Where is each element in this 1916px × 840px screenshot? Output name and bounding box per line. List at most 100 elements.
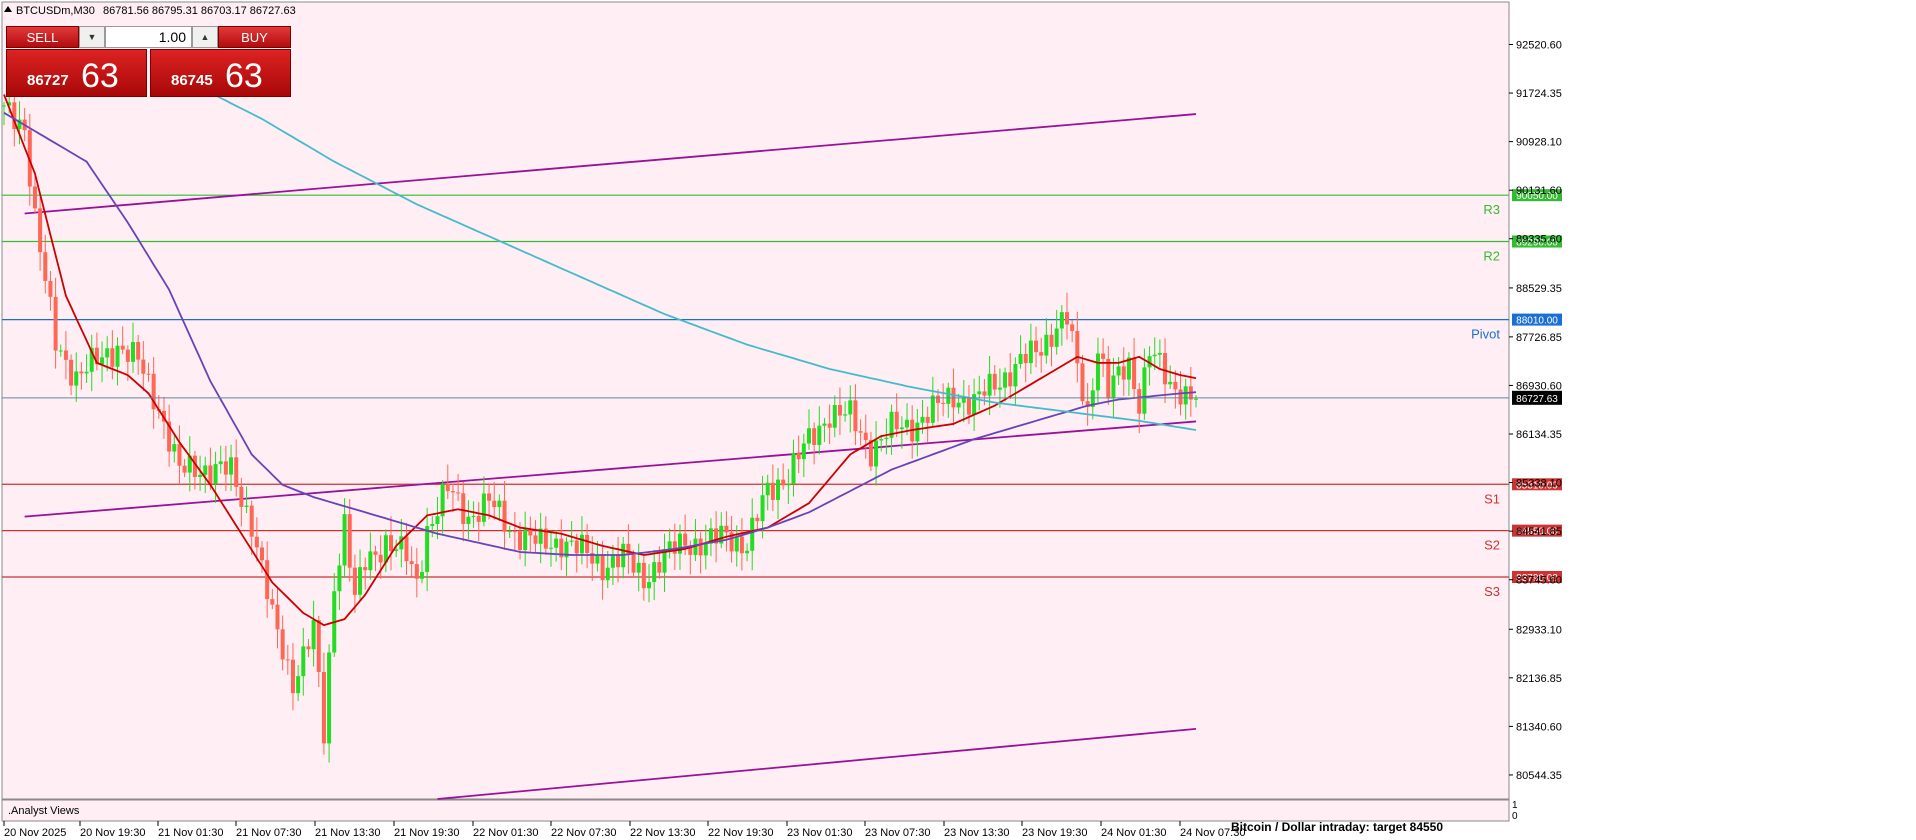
lot-increase-icon[interactable]: ▲ [192, 26, 218, 48]
candle-body [905, 419, 910, 428]
candle-body [884, 437, 889, 440]
candle-body [595, 555, 600, 564]
lot-decrease-icon[interactable]: ▼ [79, 26, 105, 48]
moving-averages [3, 81, 1197, 627]
candle-body [579, 534, 584, 554]
candle-body [574, 540, 579, 554]
candle-body [750, 517, 755, 551]
candle-body [997, 387, 1002, 390]
channel-line-1 [24, 113, 1197, 215]
candle-body [703, 543, 708, 556]
candle-body [84, 371, 89, 374]
time-axis-label: 20 Nov 2025 [4, 827, 66, 839]
moving-average-line-1 [3, 94, 1197, 627]
level-price-label-r3: 90050.00 [1516, 191, 1558, 202]
sell-button[interactable]: SELL [6, 26, 79, 48]
candle-body [1018, 353, 1023, 365]
candle-body [254, 536, 259, 548]
candle-body [32, 186, 37, 209]
candle-body [610, 555, 615, 568]
candle-body [285, 659, 290, 661]
plot-area[interactable] [1, 1, 1510, 800]
candle-body [507, 531, 512, 533]
candle-body [1044, 334, 1049, 356]
candle-body [724, 525, 729, 533]
candle-body [69, 359, 74, 386]
buy-price-button[interactable]: 86745 63 [150, 49, 291, 97]
candle-body [641, 562, 646, 589]
candle-body [203, 465, 208, 475]
candle-body [956, 402, 961, 408]
price-axis-label: 88529.35 [1516, 283, 1562, 295]
candle-body [564, 541, 569, 558]
candle-body [136, 342, 141, 360]
candle-body [961, 397, 966, 403]
candle-body [100, 357, 105, 365]
candle-body [399, 536, 404, 550]
candle-body [843, 414, 848, 416]
candle-body [977, 391, 982, 395]
candle-body [523, 529, 528, 551]
candle-body [894, 411, 899, 430]
candle-body [110, 348, 115, 367]
price-axis-label: 91724.35 [1516, 88, 1562, 100]
candle-body [450, 491, 455, 493]
candle-body [337, 565, 342, 592]
price-axis-label: 84541.85 [1516, 526, 1562, 538]
candle-body [89, 347, 94, 372]
candle-body [543, 528, 548, 549]
buy-button[interactable]: BUY [218, 26, 291, 48]
candle-body [832, 405, 837, 428]
candle-body [1168, 381, 1173, 385]
candlesticks [2, 82, 1198, 763]
candle-body [729, 532, 734, 552]
candle-body [879, 439, 884, 441]
level-price-label-r2: 89290.00 [1516, 238, 1558, 249]
current-price-line: 86727.63 [2, 390, 1562, 405]
candle-body [38, 208, 43, 253]
candle-body [672, 541, 677, 554]
candle-body [992, 373, 997, 390]
candle-body [1147, 356, 1152, 368]
lot-size-input[interactable]: 1.00 [105, 26, 192, 48]
candle-body [234, 457, 239, 487]
moving-average-line-2 [3, 112, 1197, 556]
candle-body [966, 397, 971, 415]
candle-body [373, 551, 378, 555]
sell-price-button[interactable]: 86727 63 [6, 49, 147, 97]
candle-body [600, 555, 605, 581]
price-axis-label: 82136.85 [1516, 673, 1562, 685]
candle-body [719, 525, 724, 544]
indicator-scale-top: 1 [1512, 800, 1518, 811]
time-axis-label: 22 Nov 01:30 [473, 827, 538, 839]
candle-body [755, 517, 760, 522]
candle-body [868, 440, 873, 467]
price-axis-label: 85338.10 [1516, 478, 1562, 490]
candle-body [667, 541, 672, 550]
candle-body [1003, 372, 1008, 388]
candle-body [657, 562, 662, 573]
candle-body [497, 500, 502, 508]
candle-body [708, 528, 713, 544]
candle-body [1090, 390, 1095, 408]
candle-body [146, 373, 151, 375]
candle-body [347, 514, 352, 568]
time-axis-label: 22 Nov 13:30 [630, 827, 695, 839]
candle-body [858, 431, 863, 433]
level-price-label-s3: 83790.00 [1516, 573, 1558, 584]
candle-body [1023, 353, 1028, 364]
collapse-triangle-icon[interactable] [4, 6, 12, 12]
indicator-panel[interactable] [1, 799, 1510, 822]
candle-body [554, 538, 559, 548]
time-axis-label: 20 Nov 19:30 [80, 827, 145, 839]
candle-body [590, 552, 595, 564]
candle-body [363, 567, 368, 571]
candle-body [167, 421, 172, 452]
candle-body [806, 428, 811, 444]
candle-body [105, 348, 110, 358]
candle-body [342, 514, 347, 566]
candle-body [972, 394, 977, 415]
level-name-s3: S3 [1484, 584, 1500, 599]
level-name-r3: R3 [1483, 202, 1500, 217]
candle-body [1173, 381, 1178, 390]
